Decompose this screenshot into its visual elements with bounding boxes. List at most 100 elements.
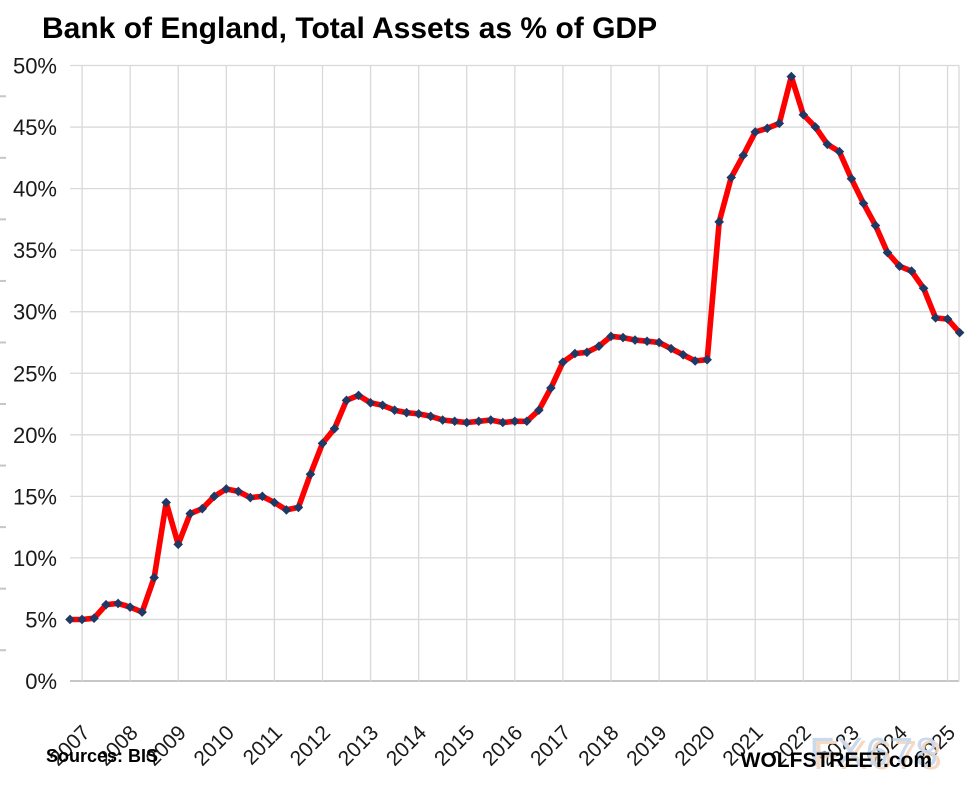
data-point-marker (690, 356, 700, 366)
data-point-marker (89, 613, 99, 624)
y-axis-tick-label: 30% (13, 300, 57, 325)
data-point-marker (858, 198, 869, 209)
y-axis-tick-label: 20% (13, 423, 57, 448)
data-point-marker (269, 497, 280, 508)
x-axis-tick-label: 2010 (190, 721, 239, 770)
data-point-marker (798, 109, 809, 120)
data-point-marker (810, 122, 821, 132)
data-point-marker (389, 405, 400, 415)
fx678-watermark: FX678 (809, 729, 940, 775)
data-point-marker (630, 335, 640, 345)
data-point-marker (822, 139, 833, 150)
x-axis-tick-label: 2011 (239, 721, 287, 769)
data-point-marker (353, 390, 364, 401)
data-point-marker (233, 486, 244, 497)
x-axis-tick-label: 2019 (622, 721, 671, 770)
data-point-marker (377, 400, 388, 411)
data-point-marker (485, 415, 496, 425)
data-point-marker (618, 332, 628, 343)
data-point-marker (425, 411, 436, 422)
y-axis-tick-label: 35% (13, 238, 57, 263)
data-point-marker (185, 508, 196, 519)
data-point-marker (209, 491, 220, 502)
data-point-marker (726, 172, 737, 183)
y-axis-tick-label: 10% (13, 546, 57, 571)
data-point-marker (293, 502, 304, 513)
data-point-marker (173, 539, 183, 550)
data-point-marker (594, 341, 604, 351)
data-point-marker (546, 383, 556, 393)
data-point-marker (437, 415, 448, 425)
data-point-marker (678, 349, 688, 360)
data-point-marker (786, 71, 797, 82)
x-axis-tick-label: 2014 (382, 721, 432, 771)
data-point-marker (329, 423, 340, 434)
y-axis-tick-label: 15% (13, 484, 57, 509)
data-point-marker (401, 407, 412, 418)
series-markers (65, 71, 965, 625)
data-point-marker (558, 357, 568, 367)
data-point-marker (774, 118, 785, 129)
data-point-marker (894, 261, 905, 271)
data-point-marker (257, 491, 268, 502)
data-point-marker (77, 614, 87, 625)
data-point-marker (149, 572, 159, 583)
y-axis-tick-label: 50% (13, 54, 57, 79)
data-point-marker (930, 313, 941, 323)
x-axis-tick-label: 2015 (430, 721, 479, 770)
data-point-marker (341, 395, 352, 406)
data-point-marker (846, 173, 857, 184)
data-point-marker (954, 327, 965, 338)
vertical-gridlines (81, 65, 960, 681)
data-point-marker (522, 416, 532, 427)
data-point-marker (221, 484, 232, 494)
data-point-marker (137, 607, 147, 617)
data-point-marker (461, 417, 472, 428)
data-point-marker (738, 150, 749, 161)
y-axis-tick-label: 40% (13, 177, 57, 202)
data-point-marker (654, 337, 664, 348)
y-axis-tick-label: 5% (25, 607, 57, 632)
x-axis-tick-label: 2020 (670, 721, 719, 770)
data-point-marker (245, 492, 256, 503)
data-point-marker (642, 336, 652, 347)
x-axis-tick-label: 2016 (478, 721, 527, 770)
data-point-marker (666, 343, 676, 354)
data-point-marker (449, 416, 460, 427)
data-point-marker (714, 217, 724, 227)
data-point-marker (606, 331, 616, 342)
data-point-marker (582, 347, 592, 358)
data-point-marker (65, 614, 75, 625)
chart-title: Bank of England, Total Assets as % of GD… (42, 12, 658, 45)
data-point-marker (497, 417, 508, 428)
data-point-marker (161, 497, 171, 508)
y-axis-labels: 0% 5% 10% 15% 20% 25% 30% 35% 40% 45% 50% (13, 54, 57, 695)
data-point-marker (473, 416, 484, 427)
data-point-marker (281, 505, 292, 515)
data-point-marker (918, 283, 929, 294)
data-point-marker (101, 599, 111, 610)
x-axis-tick-label: 2013 (334, 721, 383, 770)
data-point-marker (750, 127, 761, 137)
data-point-marker (870, 220, 881, 231)
data-point-marker (413, 409, 424, 419)
data-point-marker (365, 397, 376, 408)
data-point-marker (197, 503, 208, 514)
data-point-marker (942, 314, 953, 324)
y-axis-tick-label: 45% (13, 115, 57, 140)
data-point-marker (305, 469, 316, 479)
data-point-marker (762, 123, 773, 134)
y-axis-minor-ticks (0, 95, 6, 652)
data-point-marker (906, 266, 917, 276)
source-label: Sources: BIS (46, 746, 159, 766)
y-axis-tick-label: 25% (13, 361, 57, 386)
data-point-marker (125, 602, 135, 612)
data-point-marker (534, 405, 544, 415)
data-point-marker (882, 247, 893, 258)
data-point-marker (113, 598, 123, 609)
y-axis-tick-label: 0% (25, 669, 57, 694)
data-point-marker (834, 146, 845, 157)
data-point-marker (510, 416, 520, 427)
wolfstreet-brand-label: WOLFSTREET.com (740, 749, 932, 772)
